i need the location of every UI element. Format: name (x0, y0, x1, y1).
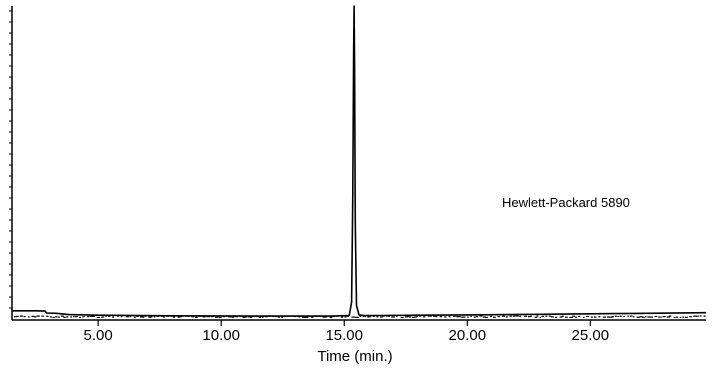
x-tick-label: 15.00 (325, 327, 363, 344)
baseline-noise (14, 315, 706, 319)
instrument-annotation: Hewlett-Packard 5890 (502, 195, 630, 210)
x-tick-label: 25.00 (572, 327, 610, 344)
x-tick-label: 20.00 (449, 327, 487, 344)
x-axis-title: Time (min.) (317, 348, 392, 365)
x-tick-label: 5.00 (84, 327, 113, 344)
x-tick-label: 10.00 (202, 327, 240, 344)
chromatogram-trace (12, 5, 707, 317)
x-axis-ticks: 5.00 10.00 15.00 20.00 25.00 (84, 320, 610, 344)
